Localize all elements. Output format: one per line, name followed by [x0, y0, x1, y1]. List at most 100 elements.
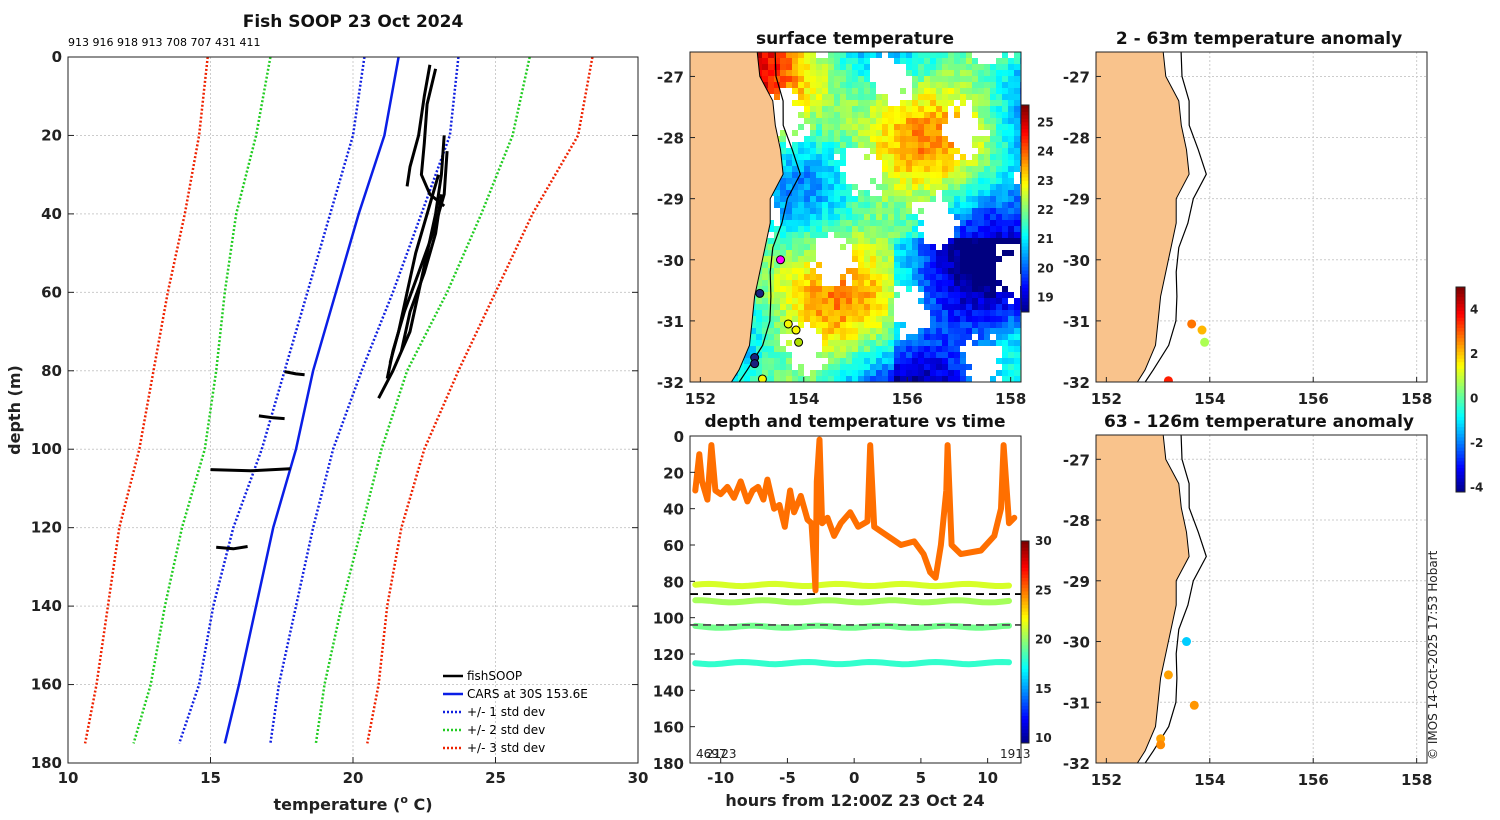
- ts-colorbar-cell: [1021, 588, 1029, 592]
- ts-colorbar-cell: [1021, 631, 1029, 636]
- sst-cell: [1008, 322, 1014, 328]
- sst-cell: [900, 94, 906, 100]
- sst-cell: [834, 94, 840, 100]
- y-tick-label: 80: [41, 362, 62, 380]
- sst-cell: [846, 52, 852, 58]
- sst-cell: [1002, 136, 1008, 142]
- sst-cell: [924, 178, 930, 184]
- sst-cell: [954, 160, 960, 166]
- sst-cell: [894, 88, 900, 94]
- sst-cell: [858, 136, 864, 142]
- sst-cell: [954, 340, 960, 346]
- sst-cell: [816, 214, 822, 220]
- sst-cell: [882, 238, 888, 244]
- sst-cell: [864, 142, 870, 148]
- sst-cell: [960, 130, 966, 136]
- sst-cell: [834, 154, 840, 160]
- anom-colorbar-cell: [1456, 416, 1465, 421]
- ts-colorbar-cell: [1021, 699, 1029, 704]
- sst-cell: [972, 130, 978, 136]
- sst-cell: [846, 106, 852, 112]
- sst-cell: [990, 280, 996, 286]
- sst-cell: [996, 232, 1002, 238]
- sst-cell: [942, 334, 948, 340]
- sst-cell: [1008, 94, 1014, 100]
- sst-cell: [750, 316, 756, 322]
- sst-cell: [864, 178, 870, 184]
- sst-cell: [810, 70, 816, 76]
- sst-cell: [930, 364, 936, 370]
- sst-cell: [804, 106, 810, 112]
- sst-cell: [954, 202, 960, 208]
- sst-cell: [894, 262, 900, 268]
- sst-cell: [822, 304, 828, 310]
- sst-cell: [948, 280, 954, 286]
- anom-colorbar-cell: [1456, 304, 1465, 308]
- sst-cell: [852, 370, 858, 376]
- anom-colorbar-label: 0: [1470, 391, 1478, 405]
- sst-cell: [798, 142, 804, 148]
- sst-cell: [984, 250, 990, 256]
- sst-cell: [810, 220, 816, 226]
- sst-cell: [972, 52, 978, 58]
- sst-cell: [930, 136, 936, 142]
- sst-cell: [966, 196, 972, 202]
- sst-cell: [804, 214, 810, 220]
- sst-cell: [780, 316, 786, 322]
- sst-cell: [894, 124, 900, 130]
- sst-cell: [912, 160, 918, 166]
- sst-cell: [936, 298, 942, 304]
- sst-cell: [840, 58, 846, 64]
- sst-cell: [828, 58, 834, 64]
- sst-colorbar-label: 20: [1037, 261, 1054, 275]
- sst-cell: [858, 316, 864, 322]
- sst-cell: [906, 370, 912, 376]
- legend-std3: +/- 3 std dev: [467, 741, 545, 755]
- sst-cell: [936, 370, 942, 376]
- sst-cell: [1008, 244, 1014, 250]
- sst-cell: [864, 214, 870, 220]
- sst-cell: [918, 106, 924, 112]
- sst-cell: [996, 142, 1002, 148]
- sst-cell: [792, 274, 798, 280]
- ts-shallow-trace: [692, 436, 1018, 594]
- sst-cell: [810, 376, 816, 382]
- sst-cell: [894, 184, 900, 190]
- sst-cell: [966, 292, 972, 298]
- sst-cell: [888, 154, 894, 160]
- sst-cell: [888, 214, 894, 220]
- anom-colorbar-label: -4: [1470, 481, 1483, 495]
- sst-cell: [834, 286, 840, 292]
- sst-cell: [828, 256, 834, 262]
- anom-colorbar-label: -2: [1470, 436, 1483, 450]
- sst-cell: [912, 232, 918, 238]
- sst-cell: [876, 316, 882, 322]
- sst-cell: [924, 88, 930, 94]
- sst-cell: [744, 358, 750, 364]
- sst-cell: [828, 316, 834, 322]
- sst-cell: [930, 124, 936, 130]
- sst-cell: [882, 76, 888, 82]
- sst-cell: [840, 316, 846, 322]
- sst-cell: [942, 286, 948, 292]
- sst-cell: [966, 82, 972, 88]
- sst-cell: [756, 304, 762, 310]
- sst-cell: [978, 202, 984, 208]
- sst-cell: [930, 190, 936, 196]
- sst-cell: [966, 298, 972, 304]
- sst-cell: [978, 370, 984, 376]
- sst-colorbar-cell: [1021, 222, 1029, 227]
- sst-colorbar-cell: [1021, 249, 1029, 254]
- sst-colorbar-cell: [1021, 118, 1029, 123]
- sst-cell: [912, 94, 918, 100]
- sst-cell: [954, 358, 960, 364]
- anom-colorbar-cell: [1456, 471, 1465, 476]
- sst-cell: [924, 130, 930, 136]
- sst-cell: [960, 178, 966, 184]
- sst-cell: [834, 262, 840, 268]
- sst-cell: [918, 190, 924, 196]
- ts-colorbar-cell: [1021, 689, 1029, 693]
- profile-xlabel-sup: o: [400, 793, 408, 806]
- sst-cell: [966, 274, 972, 280]
